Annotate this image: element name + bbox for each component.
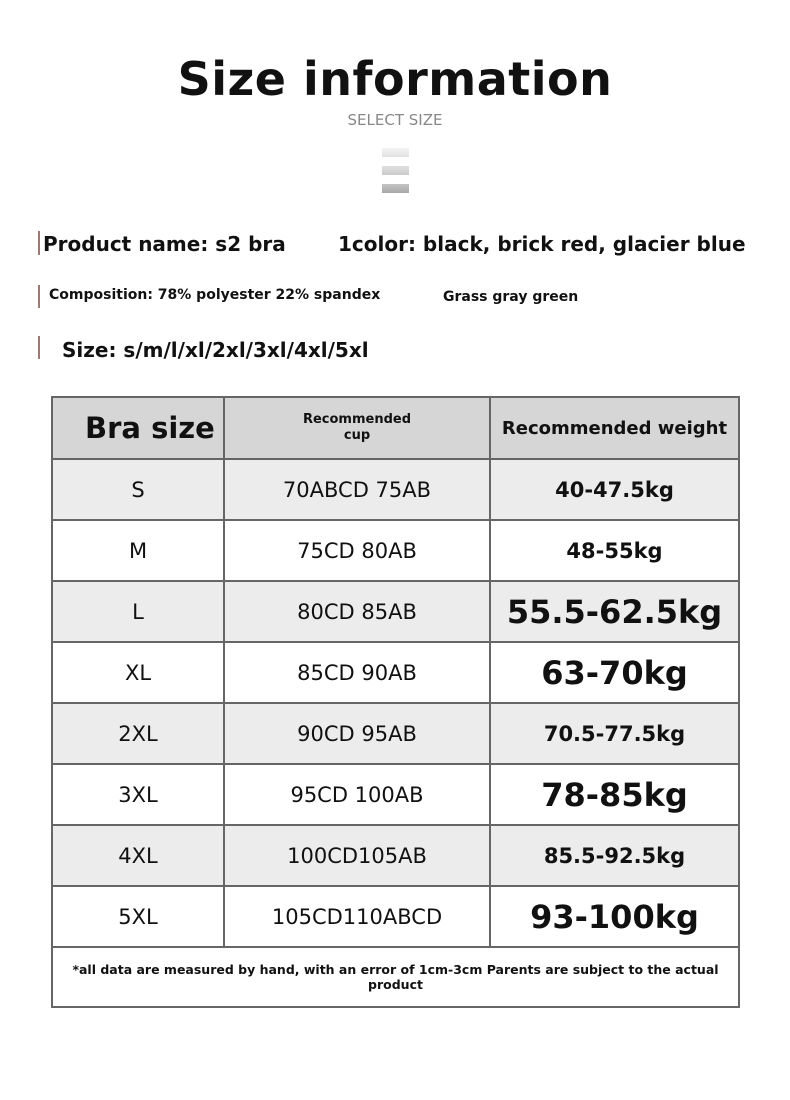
cell-cup: 105CD110ABCD (223, 885, 491, 948)
cell-cup: 70ABCD 75AB (223, 458, 491, 521)
cell-size: 3XL (51, 763, 225, 826)
cell-cup: 95CD 100AB (223, 763, 491, 826)
header-weight: Recommended weight (489, 396, 740, 460)
table-row: S 70ABCD 75AB 40-47.5kg (51, 458, 740, 521)
cell-weight: 85.5-92.5kg (489, 824, 740, 887)
decorative-bars-icon (382, 148, 409, 202)
cell-size: S (51, 458, 225, 521)
cell-size: XL (51, 641, 225, 704)
cell-weight: 40-47.5kg (489, 458, 740, 521)
cell-weight: 93-100kg (489, 885, 740, 948)
size-list: Size: s/m/l/xl/2xl/3xl/4xl/5xl (62, 338, 369, 362)
table-row: 3XL 95CD 100AB 78-85kg (51, 763, 740, 826)
table-row: 2XL 90CD 95AB 70.5-77.5kg (51, 702, 740, 765)
accent-mark (38, 336, 40, 359)
cell-size: L (51, 580, 225, 643)
cell-weight: 70.5-77.5kg (489, 702, 740, 765)
header-bra-size: Bra size (51, 396, 225, 460)
table-header-row: Bra size Recommended cup Recommended wei… (51, 396, 740, 460)
cell-cup: 100CD105AB (223, 824, 491, 887)
cell-weight: 78-85kg (489, 763, 740, 826)
cell-weight: 63-70kg (489, 641, 740, 704)
table-row: 4XL 100CD105AB 85.5-92.5kg (51, 824, 740, 887)
page-title: Size information (177, 52, 613, 106)
cell-cup: 75CD 80AB (223, 519, 491, 582)
accent-mark (38, 231, 40, 255)
cell-cup: 90CD 95AB (223, 702, 491, 765)
table-row: XL 85CD 90AB 63-70kg (51, 641, 740, 704)
accent-mark (38, 285, 40, 308)
cell-size: 2XL (51, 702, 225, 765)
cell-size: 5XL (51, 885, 225, 948)
color-extra: Grass gray green (443, 289, 579, 305)
cell-weight: 55.5-62.5kg (489, 580, 740, 643)
cell-size: 4XL (51, 824, 225, 887)
table-row: 5XL 105CD110ABCD 93-100kg (51, 885, 740, 948)
product-color: 1color: black, brick red, glacier blue (338, 232, 746, 256)
footnote: *all data are measured by hand, with an … (51, 946, 740, 1008)
cell-cup: 80CD 85AB (223, 580, 491, 643)
table-row: M 75CD 80AB 48-55kg (51, 519, 740, 582)
composition: Composition: 78% polyester 22% spandex (49, 287, 381, 303)
cell-weight: 48-55kg (489, 519, 740, 582)
cell-size: M (51, 519, 225, 582)
subtitle: SELECT SIZE (347, 111, 443, 129)
cell-cup: 85CD 90AB (223, 641, 491, 704)
header-cup: Recommended cup (223, 396, 491, 460)
table-row: L 80CD 85AB 55.5-62.5kg (51, 580, 740, 643)
size-table: Bra size Recommended cup Recommended wei… (51, 396, 740, 1008)
product-name: Product name: s2 bra (43, 232, 286, 256)
